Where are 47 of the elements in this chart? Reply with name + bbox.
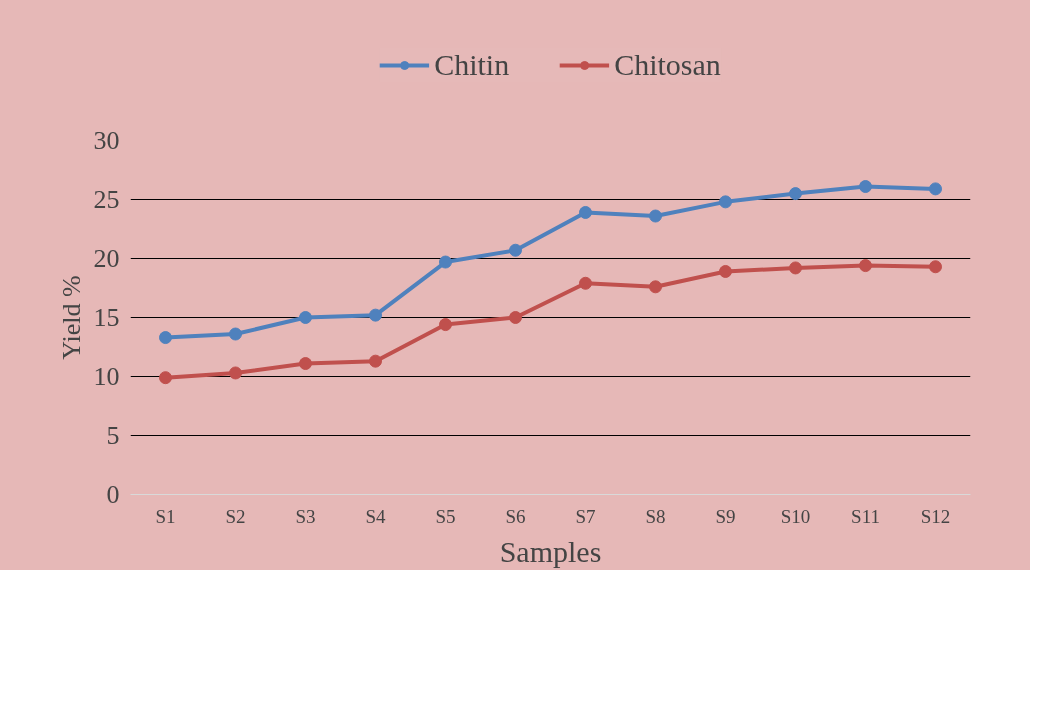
x-tick-label: S9 xyxy=(715,505,736,527)
point xyxy=(509,311,522,324)
y-tick-label: 10 xyxy=(93,362,120,391)
y-axis-title: Yield % xyxy=(56,275,86,360)
x-tick-label: S10 xyxy=(780,505,811,527)
y-tick-label: 25 xyxy=(93,185,120,214)
y-tick-label: 15 xyxy=(93,303,120,332)
legend-label: Chitin xyxy=(434,48,510,82)
point xyxy=(159,371,172,385)
point xyxy=(929,260,942,274)
x-tick-label: S4 xyxy=(365,505,387,527)
point xyxy=(649,209,662,223)
x-tick-label: S5 xyxy=(435,505,456,527)
point xyxy=(719,195,732,209)
point xyxy=(229,327,242,341)
point xyxy=(439,318,452,332)
y-tick-label: 20 xyxy=(93,244,120,273)
x-tick-label: S2 xyxy=(225,505,246,527)
point xyxy=(369,354,382,368)
y-tick-label: 5 xyxy=(106,421,120,450)
point xyxy=(299,311,312,324)
x-axis-title: Samples xyxy=(499,534,602,568)
y-tick-label: 30 xyxy=(93,126,120,155)
point xyxy=(509,243,522,257)
legend-label: Chitosan xyxy=(614,48,721,82)
x-tick-label: S3 xyxy=(295,505,316,527)
x-tick-label: S6 xyxy=(505,505,526,527)
point xyxy=(579,205,592,219)
point xyxy=(859,180,872,194)
x-tick-label: S12 xyxy=(920,505,951,527)
point xyxy=(159,331,172,345)
point xyxy=(859,259,872,273)
point xyxy=(299,357,312,371)
point xyxy=(789,187,802,201)
point xyxy=(369,308,382,322)
point xyxy=(789,261,802,275)
point xyxy=(579,276,592,290)
x-tick-label: S1 xyxy=(155,505,176,527)
point xyxy=(439,255,452,269)
point xyxy=(229,366,242,380)
y-tick-label: 0 xyxy=(106,480,120,509)
x-tick-label: S8 xyxy=(645,505,666,527)
x-tick-label: S7 xyxy=(575,505,596,527)
point xyxy=(649,280,662,294)
point xyxy=(719,264,732,278)
point xyxy=(929,182,942,196)
x-tick-label: S11 xyxy=(851,505,880,527)
